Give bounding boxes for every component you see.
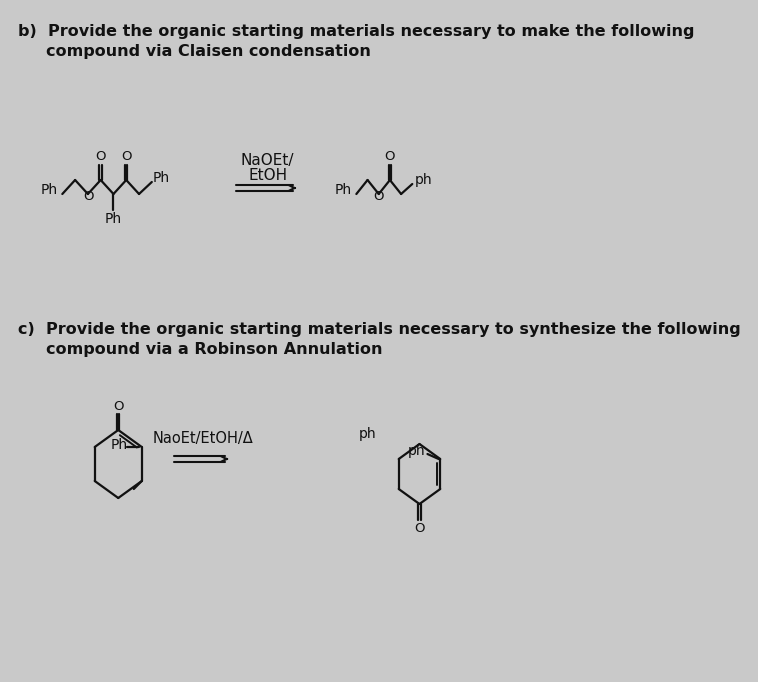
Text: O: O [113, 400, 124, 413]
Text: NaOEt/: NaOEt/ [241, 153, 294, 168]
Text: NaoEt/EtOH/Δ: NaoEt/EtOH/Δ [152, 432, 253, 447]
Text: b)  Provide the organic starting materials necessary to make the following
     : b) Provide the organic starting material… [17, 24, 694, 59]
Text: ph: ph [359, 427, 377, 441]
Text: Ph: Ph [111, 438, 128, 452]
Text: EtOH: EtOH [248, 168, 287, 183]
Text: O: O [384, 149, 395, 162]
Text: O: O [374, 190, 384, 203]
Text: Ph: Ph [335, 183, 352, 197]
Text: O: O [414, 522, 424, 535]
Text: c)  Provide the organic starting materials necessary to synthesize the following: c) Provide the organic starting material… [17, 322, 741, 357]
Text: ph: ph [408, 444, 425, 458]
Text: ph: ph [415, 173, 432, 187]
Text: Ph: Ph [105, 212, 122, 226]
Text: Ph: Ph [41, 183, 58, 197]
Text: O: O [96, 151, 106, 164]
Text: O: O [83, 190, 94, 203]
Text: Ph: Ph [153, 171, 170, 185]
Text: O: O [121, 151, 131, 164]
